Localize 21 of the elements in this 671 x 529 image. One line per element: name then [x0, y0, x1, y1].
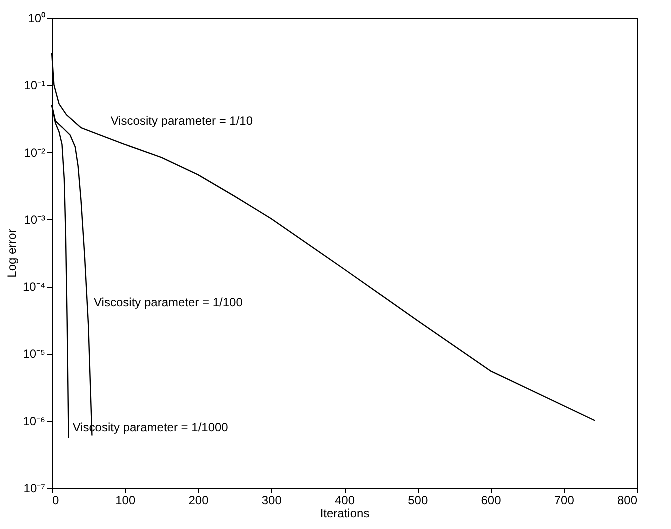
annotation: Viscosity parameter = 1/10	[110, 114, 254, 128]
x-tick-label: 600	[481, 494, 502, 508]
x-tick-label: 100	[116, 494, 136, 508]
x-tick-label: 300	[262, 494, 282, 508]
y-axis-title: Log error	[4, 229, 19, 278]
annotation: Viscosity parameter = 1/100	[94, 295, 244, 310]
y-tick-label: 10⁻¹	[24, 78, 46, 93]
y-tick-label: 10⁻⁶	[23, 414, 46, 428]
x-axis-title: Iterations	[320, 506, 370, 520]
y-tick-label: 10⁰	[28, 12, 46, 26]
x-tick-label: 200	[188, 494, 210, 508]
x-tick-label: 0	[52, 494, 60, 508]
y-tick-label: 10⁻²	[24, 146, 46, 160]
x-tick-label: 500	[408, 494, 428, 508]
x-tick-label: 800	[617, 494, 638, 508]
y-tick-label: 10⁻⁴	[22, 280, 46, 294]
x-tick-label: 700	[554, 494, 575, 508]
y-tick-label: 10⁻³	[24, 212, 46, 227]
x-tick-label: 400	[334, 494, 356, 508]
y-tick-label: 10⁻⁷	[24, 482, 46, 496]
y-tick-label: 10⁻⁵	[23, 347, 46, 362]
